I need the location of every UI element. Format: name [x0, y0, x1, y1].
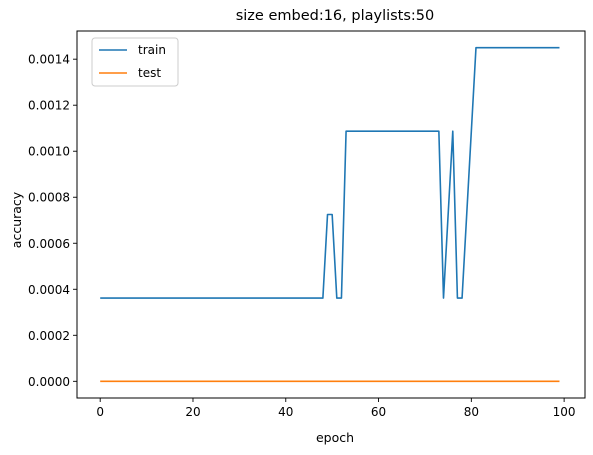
- y-axis-label: accuracy: [9, 191, 24, 248]
- legend-label-train: train: [138, 43, 166, 57]
- x-axis-label: epoch: [316, 430, 354, 445]
- x-tick-label: 100: [553, 405, 576, 419]
- x-tick-label: 0: [96, 405, 104, 419]
- chart-title: size embed:16, playlists:50: [236, 8, 435, 24]
- y-tick-label: 0.0010: [28, 145, 70, 159]
- series-line-train: [100, 46, 560, 299]
- y-tick-label: 0.0006: [28, 237, 70, 251]
- y-tick-label: 0.0008: [28, 191, 70, 205]
- x-tick-label: 20: [185, 405, 200, 419]
- axes-frame: [76, 30, 586, 399]
- plot-series: [100, 46, 560, 383]
- y-tick-label: 0.0000: [28, 375, 70, 389]
- x-axis: 0 20 40 60 80 100: [96, 398, 576, 419]
- x-tick-label: 60: [371, 405, 386, 419]
- y-axis: 0.0000 0.0002 0.0004 0.0006 0.0008 0.0010 0.00…: [28, 53, 77, 389]
- x-tick-label: 40: [278, 405, 293, 419]
- legend: train test: [91, 37, 179, 87]
- x-tick-label: 80: [464, 405, 479, 419]
- legend-label-test: test: [138, 66, 161, 80]
- y-tick-label: 0.0002: [28, 329, 70, 343]
- y-tick-label: 0.0012: [28, 99, 70, 113]
- y-tick-label: 0.0004: [28, 283, 70, 297]
- y-tick-label: 0.0014: [28, 53, 70, 67]
